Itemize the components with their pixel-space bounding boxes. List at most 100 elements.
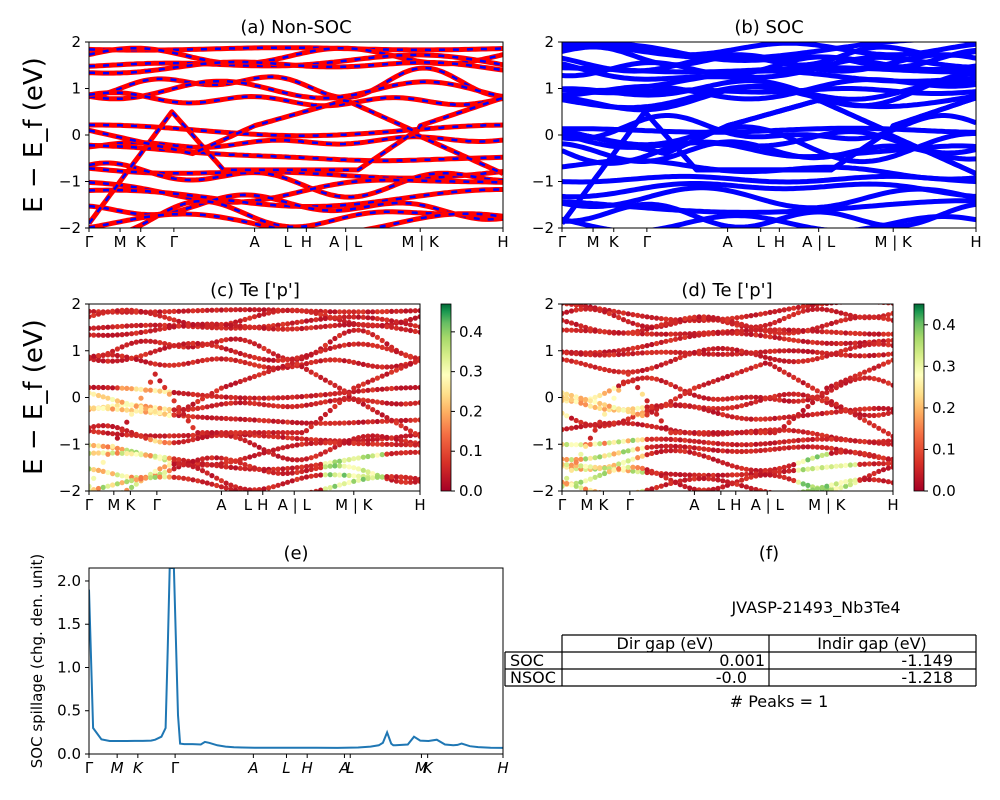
panel-d-projection-point xyxy=(838,404,844,410)
panel-d-projection-point xyxy=(562,394,565,400)
panel-d-projection-point xyxy=(843,483,849,489)
panel-d-projection-point xyxy=(625,448,631,454)
panel-d-projection-point xyxy=(847,409,854,415)
panel-d-projection-point xyxy=(644,412,650,418)
panel-d-projection-point xyxy=(772,319,778,326)
panel-c-projection-point xyxy=(110,423,116,430)
panel-d-projection-point xyxy=(724,430,731,436)
panel-c-projection-point xyxy=(199,468,206,474)
panel-c-projection-point xyxy=(143,475,149,481)
panel-c-xtick-label: L xyxy=(244,496,253,514)
panel-c-projection-point xyxy=(171,407,177,413)
panel-d-projection-point xyxy=(592,421,598,428)
panel-c-projection-point xyxy=(129,429,135,436)
panel-c-projection-point xyxy=(389,417,395,423)
panel-d-xtick-label: H xyxy=(887,496,898,514)
panel-c-projection-point xyxy=(332,483,338,489)
panel-d-projection-point xyxy=(630,312,636,318)
panel-c-projection-point xyxy=(95,325,102,331)
panel-c-projection-point xyxy=(147,338,154,344)
panel-d-projection-point xyxy=(578,327,584,334)
panel-c-projection-point xyxy=(157,362,163,368)
panel-b-xtick-label: H xyxy=(774,233,785,251)
panel-d-projection-point xyxy=(663,482,669,488)
panel-c-projection-point xyxy=(398,320,404,326)
panel-d-projection-point xyxy=(691,476,698,482)
panel-c-projection-point xyxy=(412,315,418,321)
panel-c-projection-point xyxy=(143,338,149,344)
panel-d-projection-point xyxy=(866,461,873,467)
panel-c-projection-point xyxy=(162,341,168,347)
panel-d-projection-point xyxy=(687,444,693,450)
panel-d-projection-point xyxy=(805,488,811,491)
panel-c-projection-point xyxy=(327,398,333,404)
table-grid xyxy=(504,634,977,687)
panel-c-projection-point xyxy=(389,347,395,353)
panel-c-projection-point xyxy=(313,465,319,472)
panel-d-projection-point xyxy=(710,409,716,415)
panel-d-projection-point xyxy=(715,477,721,483)
panel-d-projection-point xyxy=(654,436,660,442)
panel-c-projection-point xyxy=(247,375,253,381)
panel-d-projection-point xyxy=(706,351,712,357)
panel-c-projection-point xyxy=(199,460,206,467)
panel-d-projection-point xyxy=(611,385,617,391)
panel-d-projection-point xyxy=(654,449,660,455)
panel-d-projection-point xyxy=(890,480,893,486)
panel-d-projection-point xyxy=(810,436,816,442)
panel-c-projection-point xyxy=(247,417,253,423)
panel-d-projection-point xyxy=(876,412,882,418)
panel-c-projection-point xyxy=(303,441,310,447)
panel-d-projection-point xyxy=(795,411,802,418)
panel-c-projection-point xyxy=(294,403,300,409)
panel-c-projection-point xyxy=(176,362,182,368)
panel-d-projection-point xyxy=(847,375,854,381)
panel-d-projection-point xyxy=(564,350,570,356)
panel-d-projection-point xyxy=(644,331,650,337)
panel-c-projection-point xyxy=(327,440,333,446)
panel-b-ytick-label: 0 xyxy=(544,126,554,144)
panel-d-projection-point xyxy=(791,374,797,380)
panel-c-projection-point xyxy=(327,315,333,321)
panel-d-projection-point xyxy=(611,395,617,401)
panel-c-projection-point xyxy=(280,434,286,440)
panel-d-projection-point xyxy=(814,388,820,394)
panel-c-projection-point xyxy=(285,419,291,425)
panel-d-projection-point xyxy=(611,368,617,374)
panel-d-projection-point xyxy=(691,445,698,451)
panel-c-projection-point xyxy=(114,308,120,314)
panel-c-projection-point xyxy=(138,404,144,411)
panel-d-projection-point xyxy=(654,406,660,413)
panel-d-ytick-label: −2 xyxy=(532,482,554,500)
panel-d-projection-point xyxy=(564,391,570,397)
panel-c-projection-point xyxy=(162,325,168,331)
panel-c-projection-point xyxy=(147,407,154,413)
panel-d-projection-point xyxy=(720,484,726,490)
panel-d-projection-point xyxy=(583,463,589,469)
panel-d-projection-point xyxy=(644,326,650,332)
panel-d-projection-point xyxy=(715,458,721,464)
panel-c-projection-point xyxy=(337,399,343,406)
panel-d-projection-point xyxy=(862,461,868,467)
panel-d-projection-point xyxy=(843,352,849,358)
panel-d-projection-point xyxy=(658,339,664,345)
panel-c-projection-point xyxy=(228,382,234,388)
panel-c-projection-point xyxy=(280,357,286,363)
panel-a-band-line-overlay xyxy=(89,66,503,99)
panel-d-projection-point xyxy=(616,420,622,426)
panel-c-projection-point xyxy=(398,450,404,456)
panel-c-projection-point xyxy=(256,430,262,436)
panel-c-projection-point xyxy=(341,322,347,328)
panel-c-projection-point xyxy=(337,420,343,426)
panel-d-projection-point xyxy=(852,449,858,455)
panel-c-projection-point xyxy=(374,418,380,425)
panel-c-projection-point xyxy=(412,359,418,365)
panel-d-projection-point xyxy=(635,344,641,351)
panel-d-projection-point xyxy=(758,332,764,339)
panel-c-projection-point xyxy=(119,407,125,413)
panel-d-projection-point xyxy=(583,328,589,334)
panel-d-projection-point xyxy=(635,322,641,328)
panel-d-projection-point xyxy=(644,375,650,381)
panel-d-projection-point xyxy=(734,430,740,436)
panel-c-projection-point xyxy=(223,485,229,491)
